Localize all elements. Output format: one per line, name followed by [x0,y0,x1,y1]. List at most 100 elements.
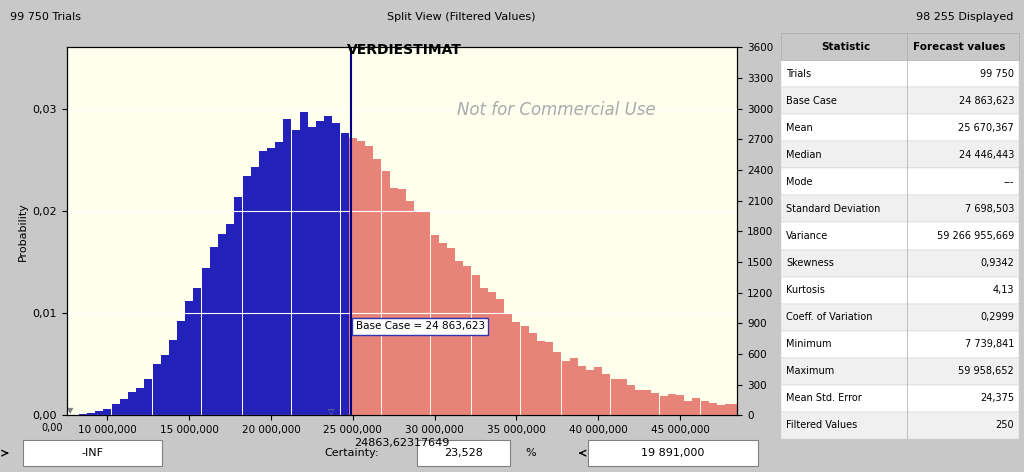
Bar [643,389,651,415]
Bar [627,385,635,415]
Bar [781,195,1019,222]
Bar [781,169,1019,195]
Text: 0,00: 0,00 [42,423,63,433]
Text: Mean: Mean [786,123,813,133]
Bar [153,364,161,415]
Bar [781,331,1019,358]
Text: 25 670,367: 25 670,367 [958,123,1014,133]
Text: 98 255 Displayed: 98 255 Displayed [916,11,1014,22]
X-axis label: 24863,62317649: 24863,62317649 [354,438,450,448]
Bar [390,188,397,415]
Bar [618,379,627,415]
Bar [357,141,365,415]
Bar [112,405,120,415]
Bar [781,250,1019,277]
Bar [243,177,251,415]
Bar [651,393,659,415]
Bar [781,33,1019,60]
Text: Split View (Filtered Values): Split View (Filtered Values) [386,11,536,22]
Bar [553,352,561,415]
Bar [700,401,709,415]
Text: Variance: Variance [786,231,828,241]
Y-axis label: Frequency: Frequency [780,202,790,260]
Bar [398,189,406,415]
Bar [741,405,750,415]
Text: Minimum: Minimum [786,339,831,349]
Bar [781,141,1019,169]
Text: 0,2999: 0,2999 [980,312,1014,322]
Text: Kurtosis: Kurtosis [786,285,825,295]
Bar [692,398,700,415]
Text: Not for Commercial Use: Not for Commercial Use [457,101,655,119]
Bar [463,266,471,415]
Bar [512,322,520,415]
Bar [226,224,234,415]
Bar [374,159,381,415]
Bar [676,395,684,415]
Bar [341,133,348,415]
Bar [234,197,243,415]
Bar [218,234,226,415]
Bar [292,130,300,415]
Bar [781,60,1019,87]
Bar [284,119,292,415]
Bar [447,248,455,415]
Bar [251,168,259,415]
Bar [423,211,430,415]
Bar [161,355,169,415]
Bar [709,403,717,415]
Text: VERDIESTIMAT: VERDIESTIMAT [347,42,462,57]
Bar [479,288,487,415]
Bar [300,112,308,415]
Bar [781,114,1019,141]
Text: Trials: Trials [786,68,811,79]
Text: Statistic: Statistic [821,42,870,51]
Bar [588,440,758,466]
Bar [120,399,128,415]
Bar [87,413,95,415]
Bar [456,261,463,415]
Bar [504,314,512,415]
Bar [418,440,510,466]
Bar [202,268,210,415]
Text: Median: Median [786,150,821,160]
Bar [781,412,1019,439]
Bar [24,440,163,466]
Text: Maximum: Maximum [786,366,835,376]
Bar [602,374,610,415]
Text: 250: 250 [995,421,1014,430]
Bar [537,341,545,415]
Bar [561,361,569,415]
Text: 7 739,841: 7 739,841 [965,339,1014,349]
Bar [382,171,389,415]
Text: Filtered Values: Filtered Values [786,421,857,430]
Bar [578,366,586,415]
Y-axis label: Probability: Probability [18,202,28,261]
Bar [95,412,103,415]
Bar [194,288,202,415]
Bar [103,409,112,415]
Text: Mode: Mode [786,177,813,187]
Bar [733,404,741,415]
Bar [781,385,1019,412]
Bar [79,414,87,415]
Bar [366,146,373,415]
Bar [407,201,414,415]
Bar [415,212,422,415]
Text: 59 266 955,669: 59 266 955,669 [937,231,1014,241]
Bar [781,87,1019,114]
Bar [635,390,643,415]
Text: 24 446,443: 24 446,443 [958,150,1014,160]
Bar [325,116,333,415]
Bar [259,151,267,415]
Bar [128,392,136,415]
Text: ▽: ▽ [328,406,334,415]
Bar [725,404,733,415]
Text: 24 863,623: 24 863,623 [958,96,1014,106]
Text: 4,13: 4,13 [992,285,1014,295]
Text: 19 891,000: 19 891,000 [641,448,705,458]
Text: Coeff. of Variation: Coeff. of Variation [786,312,872,322]
Text: Standard Deviation: Standard Deviation [786,204,881,214]
Text: Certainty:: Certainty: [325,448,379,458]
Text: 23,528: 23,528 [444,448,483,458]
